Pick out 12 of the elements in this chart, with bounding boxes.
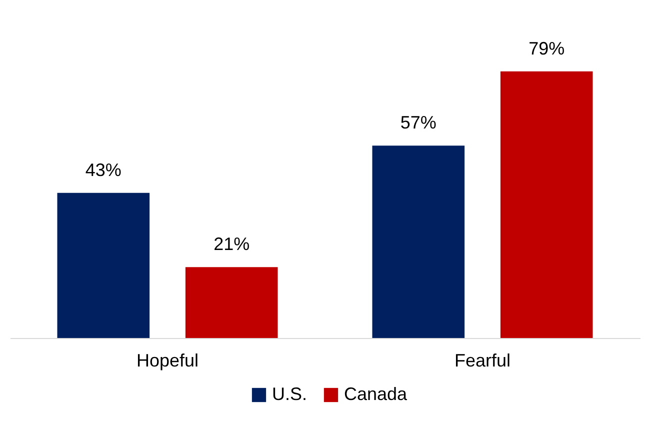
bar [500, 71, 593, 338]
bar [57, 192, 150, 338]
data-label: 79% [528, 38, 565, 58]
legend-label: U.S. [272, 384, 308, 404]
bar [185, 267, 278, 338]
legend-label: Canada [344, 384, 408, 404]
data-label: 57% [400, 112, 436, 133]
x-tick-label: Fearful [454, 350, 511, 370]
bar [372, 146, 465, 338]
x-tick-label: Hopeful [136, 350, 199, 370]
data-label: 43% [85, 160, 122, 180]
data-label: 21% [214, 234, 250, 254]
